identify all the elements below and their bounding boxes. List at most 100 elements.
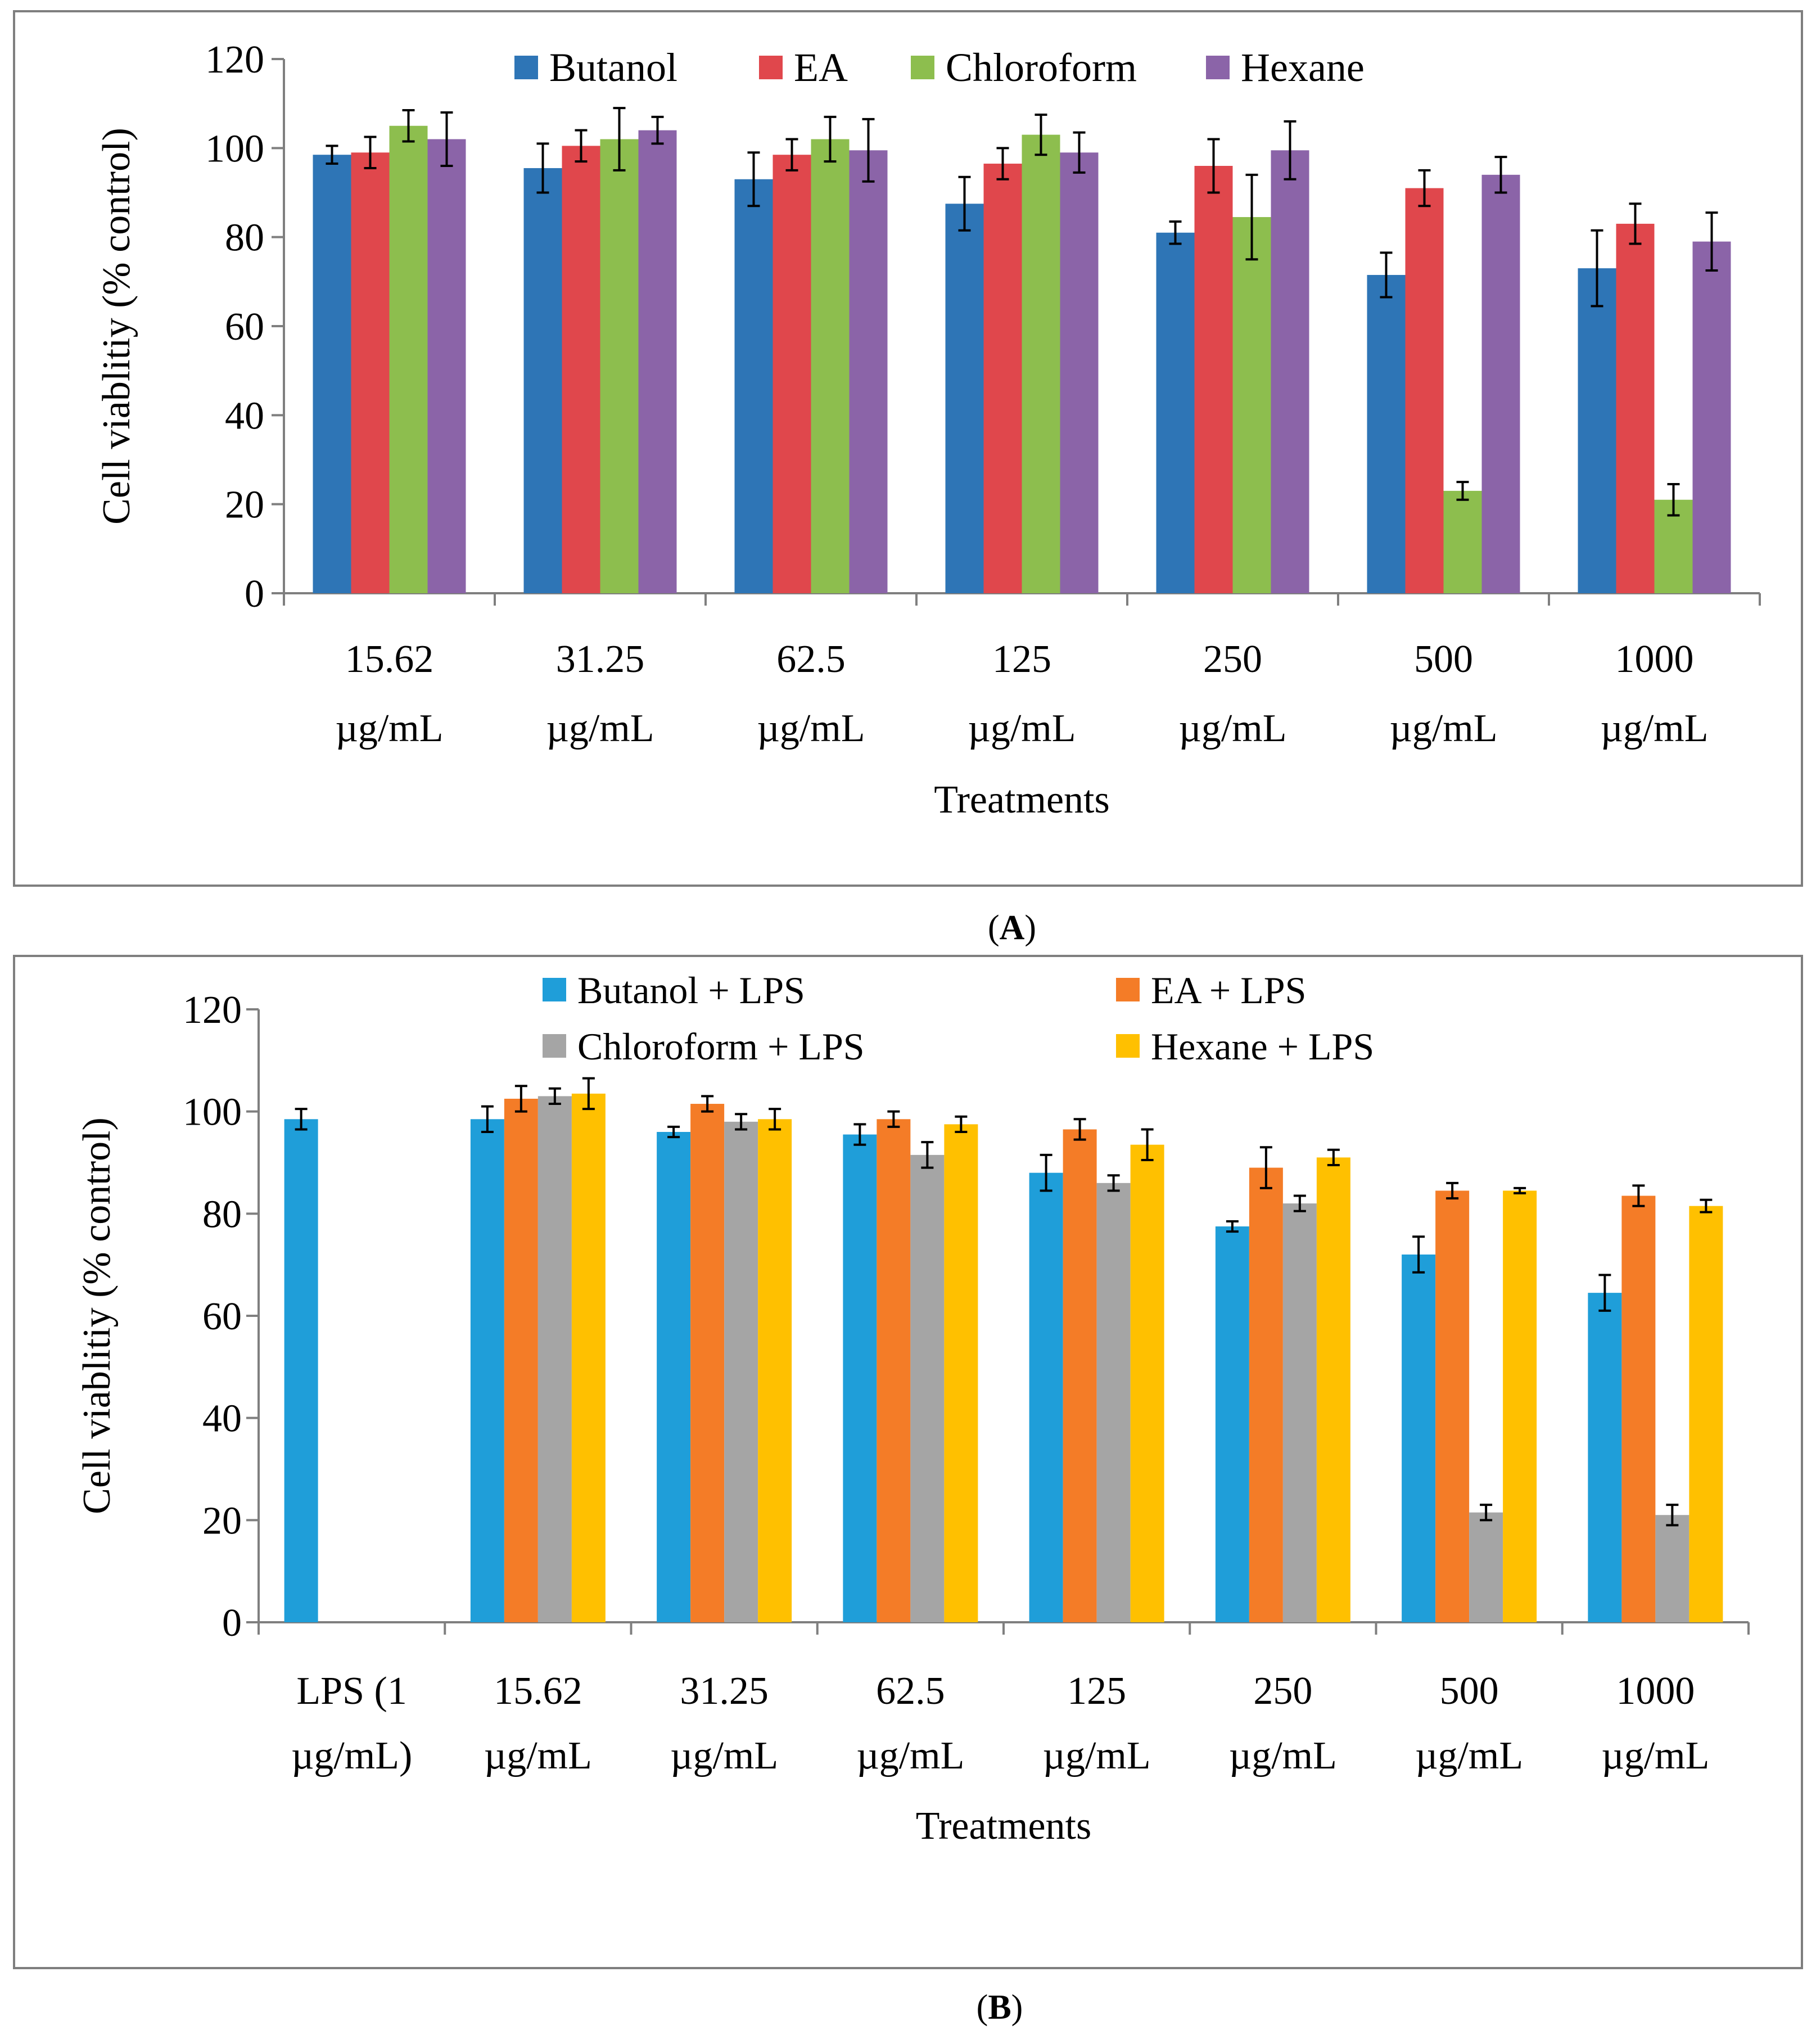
legend-label: Chloroform — [946, 45, 1137, 90]
bar — [1578, 268, 1616, 593]
x-tick-label: 125 — [992, 638, 1051, 681]
x-tick-label: µg/mL — [1601, 707, 1709, 750]
bar — [690, 1104, 725, 1622]
bar — [284, 1119, 318, 1622]
panel-b-label: (B) — [976, 1988, 1023, 2027]
bar — [843, 1134, 877, 1622]
x-tick-label: µg/mL) — [291, 1734, 412, 1777]
bar — [877, 1119, 911, 1622]
y-tick-label: 0 — [222, 1601, 242, 1645]
bar — [1402, 1255, 1436, 1622]
bar — [427, 139, 466, 593]
y-tick-label: 80 — [202, 1193, 242, 1236]
y-tick-label: 100 — [183, 1091, 242, 1134]
bar — [1156, 232, 1195, 593]
legend-swatch — [543, 1034, 566, 1058]
bar — [504, 1098, 538, 1622]
y-tick-label: 20 — [225, 484, 264, 527]
x-tick-label: µg/mL — [856, 1734, 964, 1777]
bar — [600, 139, 639, 593]
bar — [1249, 1167, 1283, 1622]
x-tick-label: µg/mL — [336, 707, 444, 750]
bar — [1655, 1515, 1689, 1622]
bar — [1503, 1190, 1537, 1622]
legend-label: Butanol — [549, 45, 677, 90]
bar — [1029, 1172, 1063, 1622]
legend-label: EA — [794, 45, 848, 90]
bar — [1130, 1144, 1164, 1622]
x-tick-label: µg/mL — [1390, 707, 1498, 750]
x-tick-label: LPS (1 — [296, 1670, 406, 1713]
bar — [1588, 1293, 1622, 1622]
bar — [638, 130, 677, 593]
bar — [773, 155, 811, 593]
y-tick-label: 120 — [205, 38, 264, 82]
bar — [724, 1121, 758, 1622]
bar — [1060, 152, 1099, 593]
x-tick-label: 62.5 — [776, 638, 846, 681]
x-tick-label: 31.25 — [680, 1670, 769, 1713]
x-tick-label: µg/mL — [968, 707, 1076, 750]
x-tick-label: 250 — [1253, 1670, 1312, 1713]
bar — [1215, 1226, 1249, 1622]
x-tick-label: µg/mL — [670, 1734, 778, 1777]
x-tick-label: µg/mL — [1229, 1734, 1337, 1777]
bar — [389, 125, 428, 593]
x-tick-label: 15.62 — [345, 638, 434, 681]
legend-swatch — [514, 56, 538, 79]
x-tick-label: µg/mL — [1415, 1734, 1523, 1777]
legend-label: Hexane — [1241, 45, 1365, 90]
bar — [1435, 1190, 1470, 1622]
y-tick-label: 40 — [202, 1397, 242, 1441]
panel-b-frame — [13, 955, 1803, 1969]
bar — [811, 139, 850, 593]
bar — [1616, 223, 1655, 594]
bar — [983, 164, 1022, 594]
bar — [1282, 1203, 1317, 1622]
x-tick-label: 1000 — [1616, 1670, 1695, 1713]
bar — [562, 146, 600, 593]
y-axis-title: Cell viablitiy (% control) — [95, 128, 138, 525]
chart-a: 0 20 40 60 80 100 120 Cell viablitiy (% control… — [95, 38, 1761, 822]
bar — [1194, 166, 1233, 593]
x-tick-label: 1000 — [1615, 638, 1694, 681]
legend-label: Hexane + LPS — [1151, 1025, 1374, 1068]
y-tick-label: 40 — [225, 394, 264, 437]
bar — [1022, 134, 1060, 594]
bar — [657, 1132, 691, 1622]
x-axis-title: Treatments — [916, 1804, 1091, 1848]
legend-label: EA + LPS — [1151, 969, 1306, 1012]
bar — [1692, 241, 1731, 593]
bar — [734, 179, 773, 593]
legend-swatch — [759, 56, 783, 79]
x-tick-label: µg/mL — [484, 1734, 592, 1777]
x-tick-label: 15.62 — [494, 1670, 582, 1713]
y-tick-label: 60 — [225, 305, 264, 349]
y-tick-label: 0 — [245, 572, 264, 616]
bar — [470, 1119, 504, 1622]
bar — [351, 152, 390, 593]
x-tick-label: 31.25 — [556, 638, 645, 681]
bar — [1405, 188, 1444, 593]
legend-swatch — [543, 978, 566, 1001]
x-tick-label: 500 — [1440, 1670, 1499, 1713]
legend-swatch — [1116, 978, 1140, 1001]
bar — [1367, 274, 1406, 593]
x-tick-label: 62.5 — [876, 1670, 945, 1713]
bar — [945, 204, 984, 594]
bar — [1063, 1129, 1097, 1622]
y-tick-label: 120 — [183, 989, 242, 1032]
x-tick-label: 250 — [1203, 638, 1262, 681]
panel-a-label: (A) — [987, 909, 1037, 947]
bar — [1469, 1512, 1503, 1622]
bar — [1689, 1206, 1723, 1622]
bar — [910, 1154, 945, 1622]
x-tick-label: µg/mL — [757, 707, 865, 750]
legend-swatch — [1116, 1034, 1140, 1058]
bar — [571, 1093, 606, 1622]
bar — [1621, 1195, 1656, 1622]
bar — [1443, 490, 1482, 593]
y-tick-label: 80 — [225, 216, 264, 260]
bar — [944, 1124, 978, 1622]
